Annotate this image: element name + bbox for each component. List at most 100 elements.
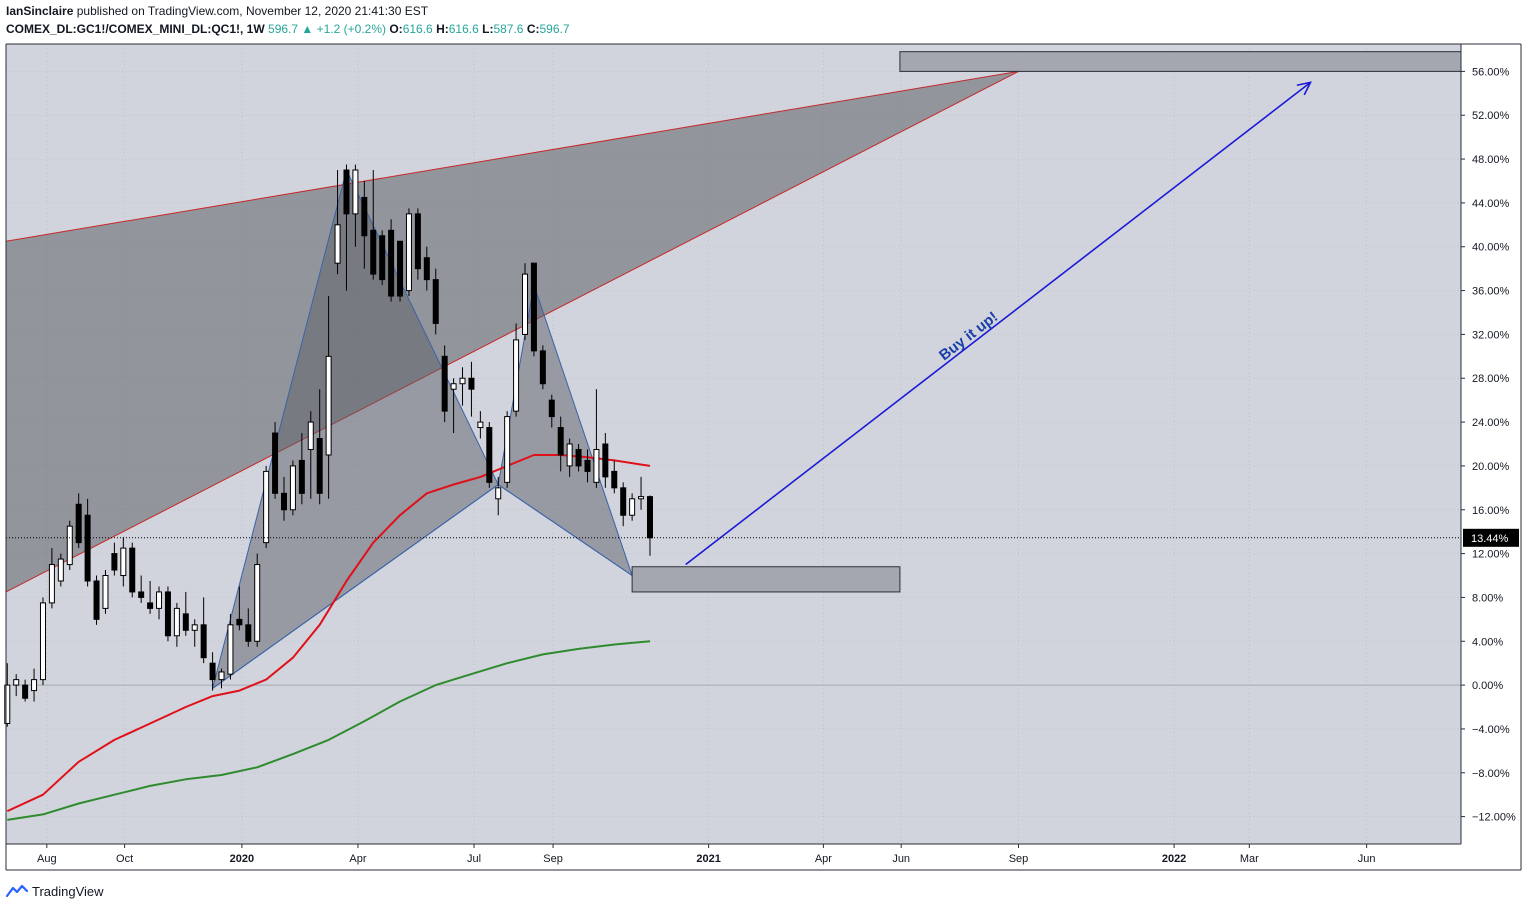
last-value-label: 13.44% xyxy=(1471,533,1509,545)
y-tick-label: 48.00% xyxy=(1472,154,1510,166)
candle xyxy=(147,580,154,614)
close-value: 596.7 xyxy=(539,22,570,36)
y-tick-label: 56.00% xyxy=(1472,66,1510,78)
y-axis[interactable]: −12.00% −8.00% −4.00% 0.00% 4.00% 8.00% 12.00%… xyxy=(1460,44,1521,844)
high-label: H: xyxy=(436,22,449,36)
y-tick-label: 36.00% xyxy=(1472,286,1510,298)
candle xyxy=(218,668,225,689)
rising-wedge[interactable] xyxy=(5,70,1019,593)
candle-body xyxy=(84,514,91,582)
candle xyxy=(129,542,136,598)
candle-body xyxy=(539,350,546,385)
candle xyxy=(423,246,430,291)
candle-body xyxy=(13,679,20,686)
forecast-arrow[interactable] xyxy=(685,81,1312,566)
candle-body xyxy=(388,229,395,297)
candle-body xyxy=(513,339,520,412)
x-tick-label: Apr xyxy=(815,853,832,865)
tradingview-logo-icon[interactable] xyxy=(6,884,28,898)
candle-body xyxy=(218,671,225,681)
low-label: L: xyxy=(482,22,494,36)
target-zones[interactable] xyxy=(631,51,1462,593)
candle xyxy=(638,476,645,510)
x-tick-label: Aug xyxy=(37,853,57,865)
candle-body xyxy=(147,602,154,609)
candle-body xyxy=(629,498,636,516)
candle-body xyxy=(468,377,475,390)
candle xyxy=(343,164,350,291)
candle xyxy=(441,345,448,423)
x-axis[interactable]: Aug Oct 2020 Apr Jul Sep 2021 Apr Jun Sep 2022 Mar J… xyxy=(5,43,1522,871)
candle xyxy=(272,422,279,499)
candle-body xyxy=(343,169,350,215)
candle-body xyxy=(548,399,555,418)
moving-average-fast xyxy=(6,454,651,813)
candle-body xyxy=(459,377,466,385)
candle xyxy=(120,537,127,587)
symbol-label[interactable]: COMEX_DL:GC1!/COMEX_MINI_DL:QC1!, 1W xyxy=(6,22,265,36)
footer-brand[interactable]: TradingView xyxy=(32,883,104,899)
candle-body xyxy=(22,684,29,699)
candle xyxy=(352,164,359,247)
candle xyxy=(245,608,252,647)
target-zone xyxy=(899,51,1462,72)
candle xyxy=(477,411,484,439)
candle xyxy=(468,361,475,417)
y-tick-label: 32.00% xyxy=(1472,329,1510,341)
candle-body xyxy=(379,235,386,281)
buy-zone xyxy=(631,566,901,593)
candle xyxy=(486,422,493,488)
candle xyxy=(513,323,520,417)
x-tick-label: 2022 xyxy=(1162,853,1186,865)
candle xyxy=(361,180,368,269)
candle-body xyxy=(557,427,564,456)
candle xyxy=(209,652,216,691)
publisher-username[interactable]: IanSinclaire xyxy=(6,4,74,18)
candle xyxy=(111,542,118,576)
y-tick-label: 28.00% xyxy=(1472,373,1510,385)
candle xyxy=(611,460,618,494)
y-tick-label: 52.00% xyxy=(1472,110,1510,122)
y-tick-label: 24.00% xyxy=(1472,417,1510,429)
candle xyxy=(200,597,207,664)
candle-body xyxy=(254,564,261,642)
y-tick-label: −12.00% xyxy=(1472,812,1516,824)
candle xyxy=(66,520,73,571)
candle xyxy=(48,548,55,609)
candle-body xyxy=(39,602,46,681)
y-tick-label: 0.00% xyxy=(1472,680,1503,692)
candle-body xyxy=(272,432,279,494)
price-change: ▲ +1.2 (+0.2%) xyxy=(301,22,386,36)
candle-body xyxy=(334,224,341,264)
candle xyxy=(620,482,627,527)
open-label: O: xyxy=(389,22,403,36)
candle-body xyxy=(477,421,484,429)
x-tick-label: Mar xyxy=(1240,853,1259,865)
candle-body xyxy=(646,496,653,539)
candle xyxy=(414,208,421,280)
candle-body xyxy=(602,443,609,478)
ohlc-legend: COMEX_DL:GC1!/COMEX_MINI_DL:QC1!, 1W 596… xyxy=(6,22,570,36)
candle-body xyxy=(263,470,270,544)
candle xyxy=(325,296,332,499)
candle-body xyxy=(638,496,645,500)
chart-header: IanSinclaire published on TradingView.co… xyxy=(6,4,1516,40)
forecast-arrow-head xyxy=(1296,81,1312,96)
candle xyxy=(31,668,38,702)
candle xyxy=(75,493,82,549)
close-label: C: xyxy=(526,22,540,36)
high-value: 616.6 xyxy=(448,22,479,36)
y-tick-label: 4.00% xyxy=(1472,636,1503,648)
price-chart[interactable]: Buy it up! −12.00%−8.00%−4.00%0.00%4.00%… xyxy=(0,42,1524,872)
candle xyxy=(405,208,412,297)
candle-body xyxy=(66,525,73,566)
harmonic-pattern[interactable] xyxy=(211,168,634,690)
candle-body xyxy=(298,459,305,494)
candle-body xyxy=(120,547,127,577)
candle-body xyxy=(156,591,163,609)
candle-body xyxy=(504,416,511,483)
candle xyxy=(191,619,198,647)
candle-body xyxy=(397,240,404,297)
candle xyxy=(629,493,636,521)
candle-body xyxy=(138,591,145,598)
